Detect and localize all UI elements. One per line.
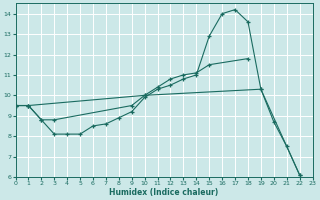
X-axis label: Humidex (Indice chaleur): Humidex (Indice chaleur) [109, 188, 219, 197]
